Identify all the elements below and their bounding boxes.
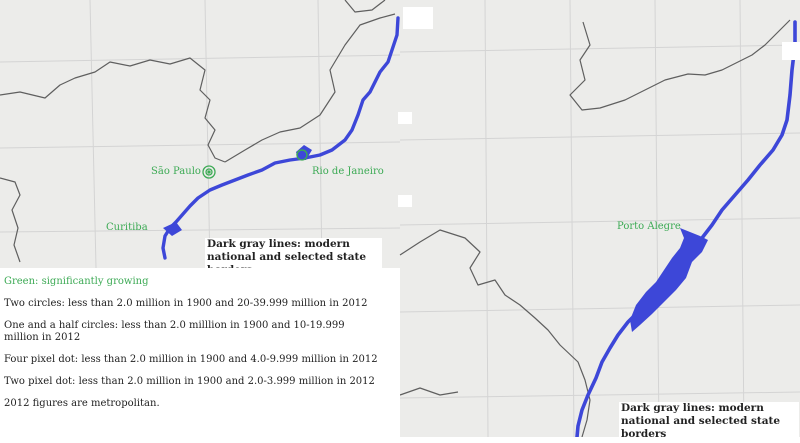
scan-patch xyxy=(398,112,412,124)
city-label-curitiba: Curitiba xyxy=(106,222,148,233)
city-label-porto-alegre: Porto Alegre xyxy=(617,221,681,232)
scan-patch xyxy=(782,42,800,60)
left-graticule xyxy=(0,0,401,269)
scan-patch xyxy=(398,195,412,207)
paranagua-bay xyxy=(163,222,182,236)
legend-item-two-circles: Two circles: less than 2.0 million in 19… xyxy=(4,298,368,309)
border-caption-right: Dark gray lines: modern national and sel… xyxy=(619,402,799,443)
right-graticule xyxy=(399,0,800,437)
rio-bay xyxy=(296,145,312,160)
legend-title: Green: significantly growing xyxy=(4,276,149,287)
left-state-borders xyxy=(0,0,396,263)
right-state-borders xyxy=(399,19,791,437)
city-label-sao-paulo: São Paulo xyxy=(151,166,201,177)
legend-item-one-half-circles: One and a half circles: less than 2.0 mi… xyxy=(4,320,345,343)
legend-item-two-pixel-dot: Two pixel dot: less than 2.0 million in … xyxy=(4,376,375,387)
legend: Green: significantly growing Two circles… xyxy=(0,268,400,437)
scan-patch xyxy=(403,7,433,29)
rio-symbol xyxy=(296,149,308,161)
legend-note: 2012 figures are metropolitan. xyxy=(4,398,160,409)
sao-paulo-symbol xyxy=(202,165,216,179)
legend-item-four-pixel-dot: Four pixel dot: less than 2.0 million in… xyxy=(4,354,378,365)
lagoa-dos-patos xyxy=(630,228,708,332)
left-map-background xyxy=(0,0,400,268)
city-label-rio: Rio de Janeiro xyxy=(312,166,384,177)
